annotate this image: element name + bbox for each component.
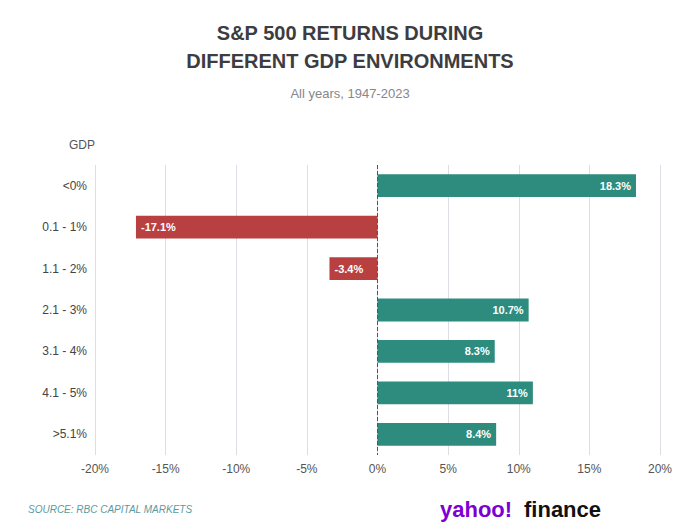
svg-text:SOURCE: RBC CAPITAL MARKETS: SOURCE: RBC CAPITAL MARKETS [28, 504, 192, 515]
svg-text:11%: 11% [506, 387, 528, 399]
svg-text:4.1 - 5%: 4.1 - 5% [42, 386, 87, 400]
svg-text:-3.4%: -3.4% [334, 263, 363, 275]
svg-text:GDP: GDP [69, 138, 95, 152]
svg-text:1.1 - 2%: 1.1 - 2% [42, 262, 87, 276]
svg-text:DIFFERENT GDP ENVIRONMENTS: DIFFERENT GDP ENVIRONMENTS [186, 50, 513, 72]
svg-text:-5%: -5% [296, 462, 318, 476]
svg-text:8.4%: 8.4% [466, 428, 491, 440]
svg-text:-17.1%: -17.1% [141, 221, 176, 233]
svg-text:yahoo!: yahoo! [440, 497, 512, 522]
svg-text:>5.1%: >5.1% [53, 427, 88, 441]
svg-text:0.1 - 1%: 0.1 - 1% [42, 220, 87, 234]
svg-text:10%: 10% [507, 462, 531, 476]
svg-text:8.3%: 8.3% [465, 345, 490, 357]
svg-text:15%: 15% [577, 462, 601, 476]
svg-text:-15%: -15% [152, 462, 180, 476]
svg-text:0%: 0% [369, 462, 387, 476]
svg-text:3.1 - 4%: 3.1 - 4% [42, 344, 87, 358]
svg-text:-10%: -10% [222, 462, 250, 476]
svg-text:-20%: -20% [81, 462, 109, 476]
svg-text:All years, 1947-2023: All years, 1947-2023 [290, 86, 409, 101]
svg-text:2.1 - 3%: 2.1 - 3% [42, 303, 87, 317]
svg-text:10.7%: 10.7% [492, 304, 523, 316]
svg-text:S&P 500 RETURNS DURING: S&P 500 RETURNS DURING [217, 22, 483, 44]
svg-text:<0%: <0% [63, 179, 88, 193]
svg-text:finance: finance [524, 497, 601, 522]
svg-text:20%: 20% [648, 462, 672, 476]
svg-text:5%: 5% [439, 462, 457, 476]
svg-text:18.3%: 18.3% [600, 180, 631, 192]
